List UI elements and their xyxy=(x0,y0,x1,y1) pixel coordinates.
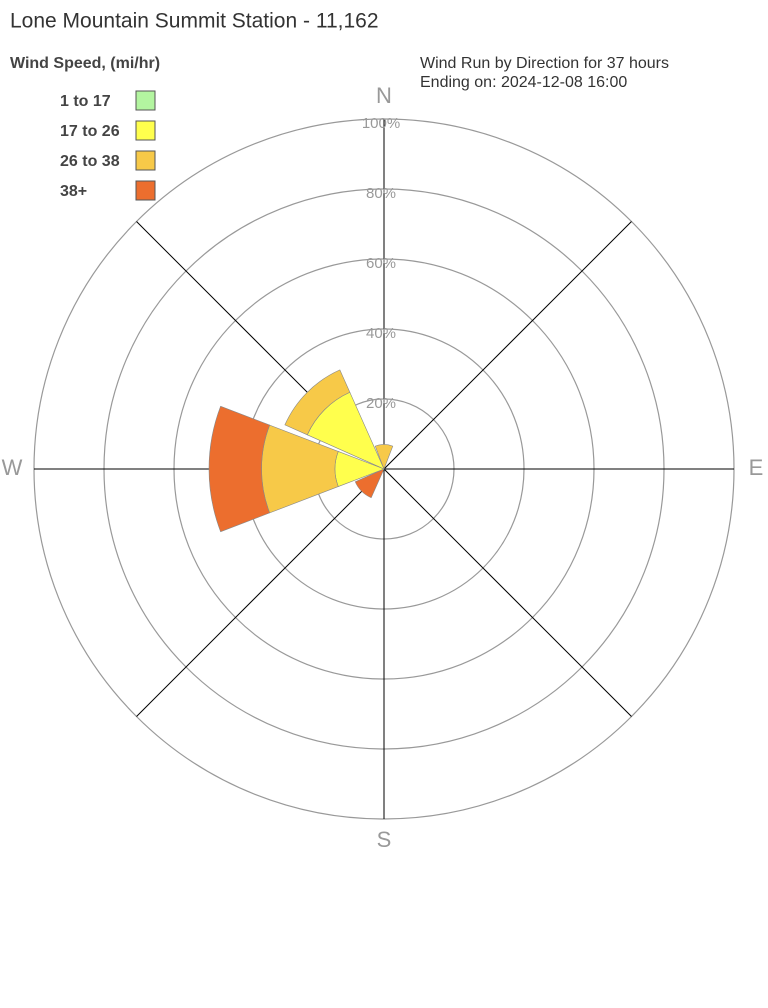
legend-swatch xyxy=(135,180,156,201)
subtitle: Ending on: 2024-12-08 16:00 xyxy=(420,74,627,91)
legend-label: 26 to 38 xyxy=(60,153,120,170)
legend-label: 17 to 26 xyxy=(60,123,120,140)
legend-swatch xyxy=(135,150,156,171)
legend-label: 38+ xyxy=(60,183,87,200)
legend-title: Wind Speed, (mi/hr) xyxy=(10,55,160,72)
direction-label: N xyxy=(376,83,392,108)
r-tick-label: 20% xyxy=(366,395,396,412)
r-tick-label: 100% xyxy=(362,115,400,132)
wedge-segment xyxy=(354,468,385,499)
direction-label: S xyxy=(377,827,392,852)
legend-swatch xyxy=(135,120,156,141)
legend-swatch xyxy=(135,90,156,111)
r-tick-label: 40% xyxy=(366,325,396,342)
r-tick-label: 60% xyxy=(366,255,396,272)
direction-label: W xyxy=(2,455,23,480)
wedge-segment xyxy=(284,369,351,436)
legend-label: 1 to 17 xyxy=(60,93,111,110)
wedge-segment xyxy=(374,444,394,470)
chart-title: Lone Mountain Summit Station - 11,162 xyxy=(10,10,379,33)
subtitle: Wind Run by Direction for 37 hours xyxy=(420,55,669,72)
wedge-segment xyxy=(208,405,271,533)
r-tick-label: 80% xyxy=(366,185,396,202)
direction-label: E xyxy=(749,455,764,480)
